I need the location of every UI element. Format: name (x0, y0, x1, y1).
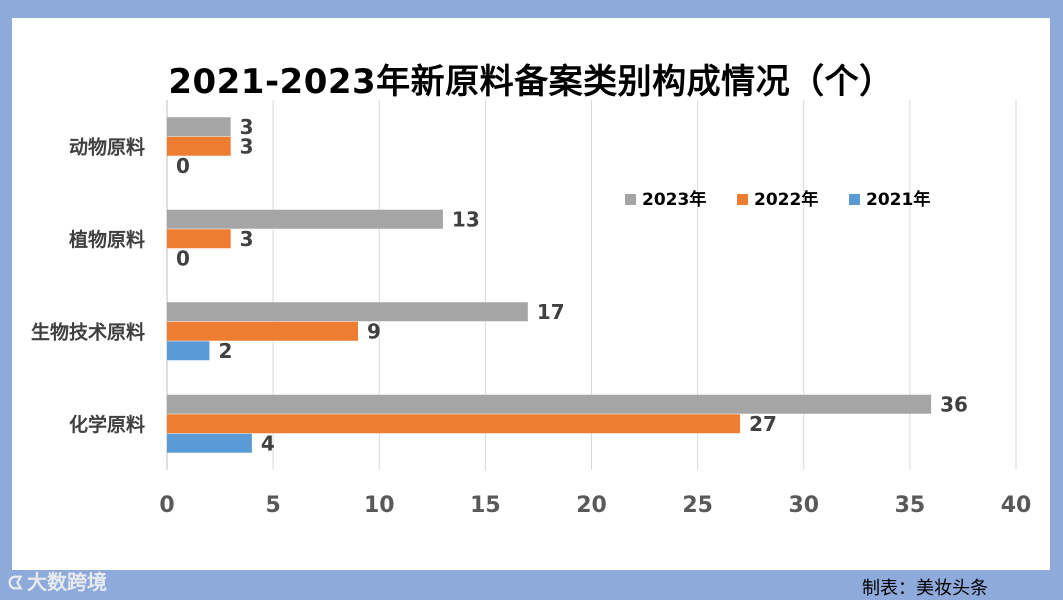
x-tick-label: 5 (265, 493, 280, 518)
legend-entry: 2022年 (754, 189, 818, 210)
data-label: 9 (367, 319, 381, 343)
bar-2021年-化学原料 (167, 433, 252, 453)
bar-2022年-化学原料 (167, 414, 741, 434)
data-label: 17 (537, 300, 565, 324)
bar-2021年-生物技术原料 (167, 341, 210, 361)
data-label: 27 (749, 412, 777, 436)
data-label: 36 (940, 392, 968, 416)
x-tick-label: 30 (788, 493, 819, 518)
data-label: 2 (218, 339, 232, 363)
data-label: 3 (240, 227, 254, 251)
chart-panel: 2021-2023年新原料备案类别构成情况（个） 0 5 10 15 20 25 30 35 4… (12, 18, 1050, 570)
x-tick-label: 25 (682, 493, 713, 518)
bar-2022年-植物原料 (167, 229, 231, 249)
x-tick-label: 15 (470, 493, 501, 518)
bar-2023年-生物技术原料 (167, 302, 528, 322)
legend-swatch (625, 194, 636, 205)
data-label: 13 (452, 207, 480, 231)
bar-2023年-植物原料 (167, 209, 443, 229)
data-label: 4 (261, 431, 275, 455)
data-label: 3 (240, 134, 254, 158)
bar-2023年-化学原料 (167, 394, 932, 414)
bar-2023年-动物原料 (167, 117, 231, 137)
x-tick-label: 35 (895, 493, 926, 518)
watermark: ᗧ 大数跨境 (8, 566, 107, 595)
x-tick-label: 10 (364, 493, 395, 518)
category-label: 化学原料 (69, 413, 145, 436)
data-label: 3 (240, 115, 254, 139)
watermark-logo-icon: ᗧ (8, 573, 23, 594)
bar-2022年-动物原料 (167, 136, 231, 156)
category-label: 生物技术原料 (31, 320, 145, 343)
x-tick-label: 40 (1001, 493, 1032, 518)
bar-2022年-生物技术原料 (167, 321, 359, 341)
category-label: 植物原料 (69, 228, 145, 251)
data-label: 0 (176, 246, 190, 270)
chart-title: 2021-2023年新原料备案类别构成情况（个） (168, 62, 894, 102)
legend-entry: 2021年 (866, 189, 930, 210)
legend-swatch (737, 194, 748, 205)
bar-chart: 0 5 10 15 20 25 30 35 40330动物原料1330植物原料1792生物技术原… (31, 100, 1032, 518)
watermark-text: 大数跨境 (26, 570, 107, 594)
category-label: 动物原料 (69, 135, 145, 158)
source-credit: 制表：美妆头条 (862, 578, 988, 599)
data-label: 0 (176, 154, 190, 178)
x-tick-label: 20 (576, 493, 607, 518)
x-tick-label: 0 (159, 493, 174, 518)
legend-swatch (849, 194, 860, 205)
legend-entry: 2023年 (642, 189, 706, 210)
